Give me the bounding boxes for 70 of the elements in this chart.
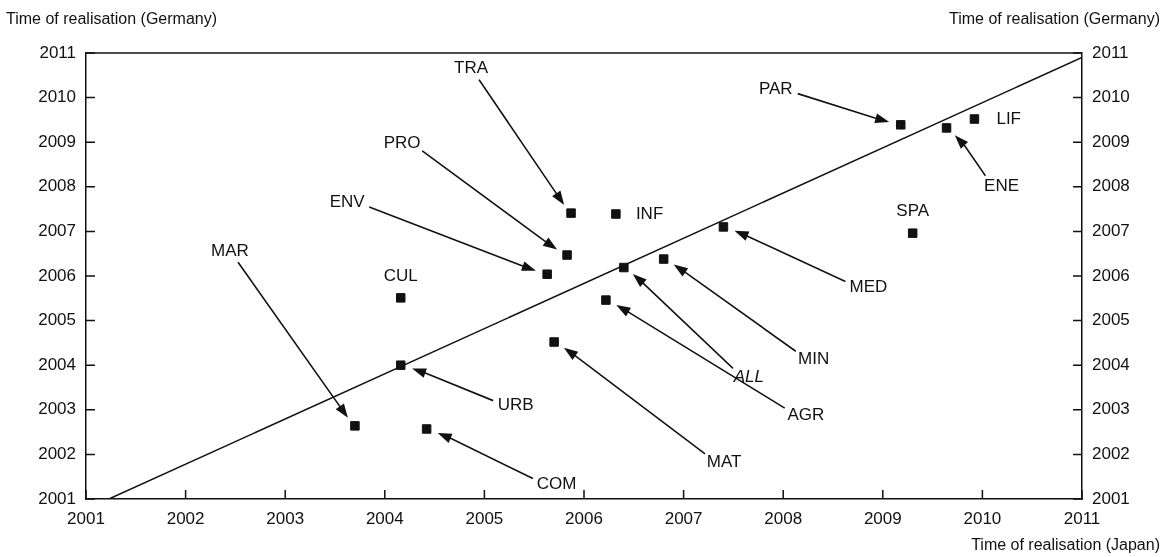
point — [601, 295, 611, 305]
point — [566, 208, 576, 218]
point — [562, 250, 572, 260]
y-tick-label: 2008 — [38, 176, 76, 196]
annotation: MAR — [211, 240, 249, 260]
annotation: SPA — [896, 200, 930, 220]
y-tick-label: 2005 — [38, 310, 76, 330]
y2-axis-title: Time of realisation (Germany) — [948, 10, 1160, 27]
y-tick-label: 2009 — [38, 131, 76, 151]
annotation: CUL — [383, 265, 418, 285]
annotation: PAR — [758, 79, 793, 99]
x-tick-label: 2011 — [1063, 508, 1101, 528]
annotation: TRA — [454, 57, 489, 77]
y2-tick-label: 2011 — [1092, 42, 1129, 62]
y-tick-label: 2006 — [38, 265, 76, 285]
annotation: INF — [635, 203, 664, 223]
y2-tick-label: 2007 — [1092, 221, 1130, 241]
y-axis-title: Time of realisation (Germany) — [6, 10, 218, 27]
annotation: ALL — [732, 367, 764, 387]
x-tick-label: 2009 — [863, 508, 902, 528]
y-tick-label: 2010 — [38, 87, 76, 107]
y-tick-label: 2002 — [38, 444, 76, 464]
y2-tick-label: 2004 — [1092, 354, 1130, 374]
annotation: MED — [849, 276, 888, 296]
annotation: MAT — [706, 451, 742, 471]
y2-tick-label: 2005 — [1092, 310, 1130, 330]
x-tick-label: 2004 — [365, 508, 404, 528]
y-tick-label: 2003 — [38, 399, 76, 419]
x-tick-label: 2003 — [266, 508, 305, 528]
x-tick-label: 2008 — [764, 508, 803, 528]
point — [658, 254, 669, 264]
point — [549, 337, 559, 347]
point — [421, 424, 432, 434]
y-tick-label: 2004 — [38, 354, 76, 374]
point — [895, 120, 906, 130]
y-tick-label: 2007 — [38, 221, 76, 241]
point — [969, 114, 980, 124]
y2-tick-label: 2008 — [1092, 176, 1130, 196]
y2-tick-label: 2010 — [1092, 87, 1130, 107]
annotation: ENV — [329, 191, 366, 211]
annotation: COM — [536, 473, 577, 493]
x-axis-title: Time of realisation (Japan) — [971, 536, 1160, 553]
y2-tick-label: 2002 — [1092, 444, 1130, 464]
x-tick-label: 2006 — [565, 508, 603, 528]
y2-tick-label: 2001 — [1092, 488, 1130, 508]
annotation: MIN — [798, 348, 830, 368]
point — [542, 269, 552, 279]
annotation: ENE — [984, 175, 1020, 195]
annotation: URB — [497, 394, 534, 414]
x-tick-label: 2001 — [67, 508, 105, 528]
point — [611, 209, 621, 219]
annotation: LIF — [996, 108, 1021, 128]
point — [941, 123, 952, 133]
point — [395, 293, 406, 303]
point — [350, 421, 360, 431]
point — [619, 262, 629, 273]
x-tick-label: 2002 — [166, 508, 205, 528]
y-tick-label: 2001 — [38, 488, 76, 508]
y2-tick-label: 2006 — [1092, 265, 1130, 285]
y2-tick-label: 2009 — [1092, 131, 1130, 151]
x-tick-label: 2010 — [963, 508, 1002, 528]
y2-tick-label: 2003 — [1092, 399, 1130, 419]
point — [718, 222, 729, 232]
point — [907, 228, 918, 238]
point — [395, 360, 406, 370]
annotation: AGR — [787, 404, 825, 424]
x-tick-label: 2005 — [465, 508, 504, 528]
y-tick-label: 2011 — [39, 42, 76, 62]
annotation: PRO — [383, 132, 421, 152]
x-tick-label: 2007 — [664, 508, 703, 528]
